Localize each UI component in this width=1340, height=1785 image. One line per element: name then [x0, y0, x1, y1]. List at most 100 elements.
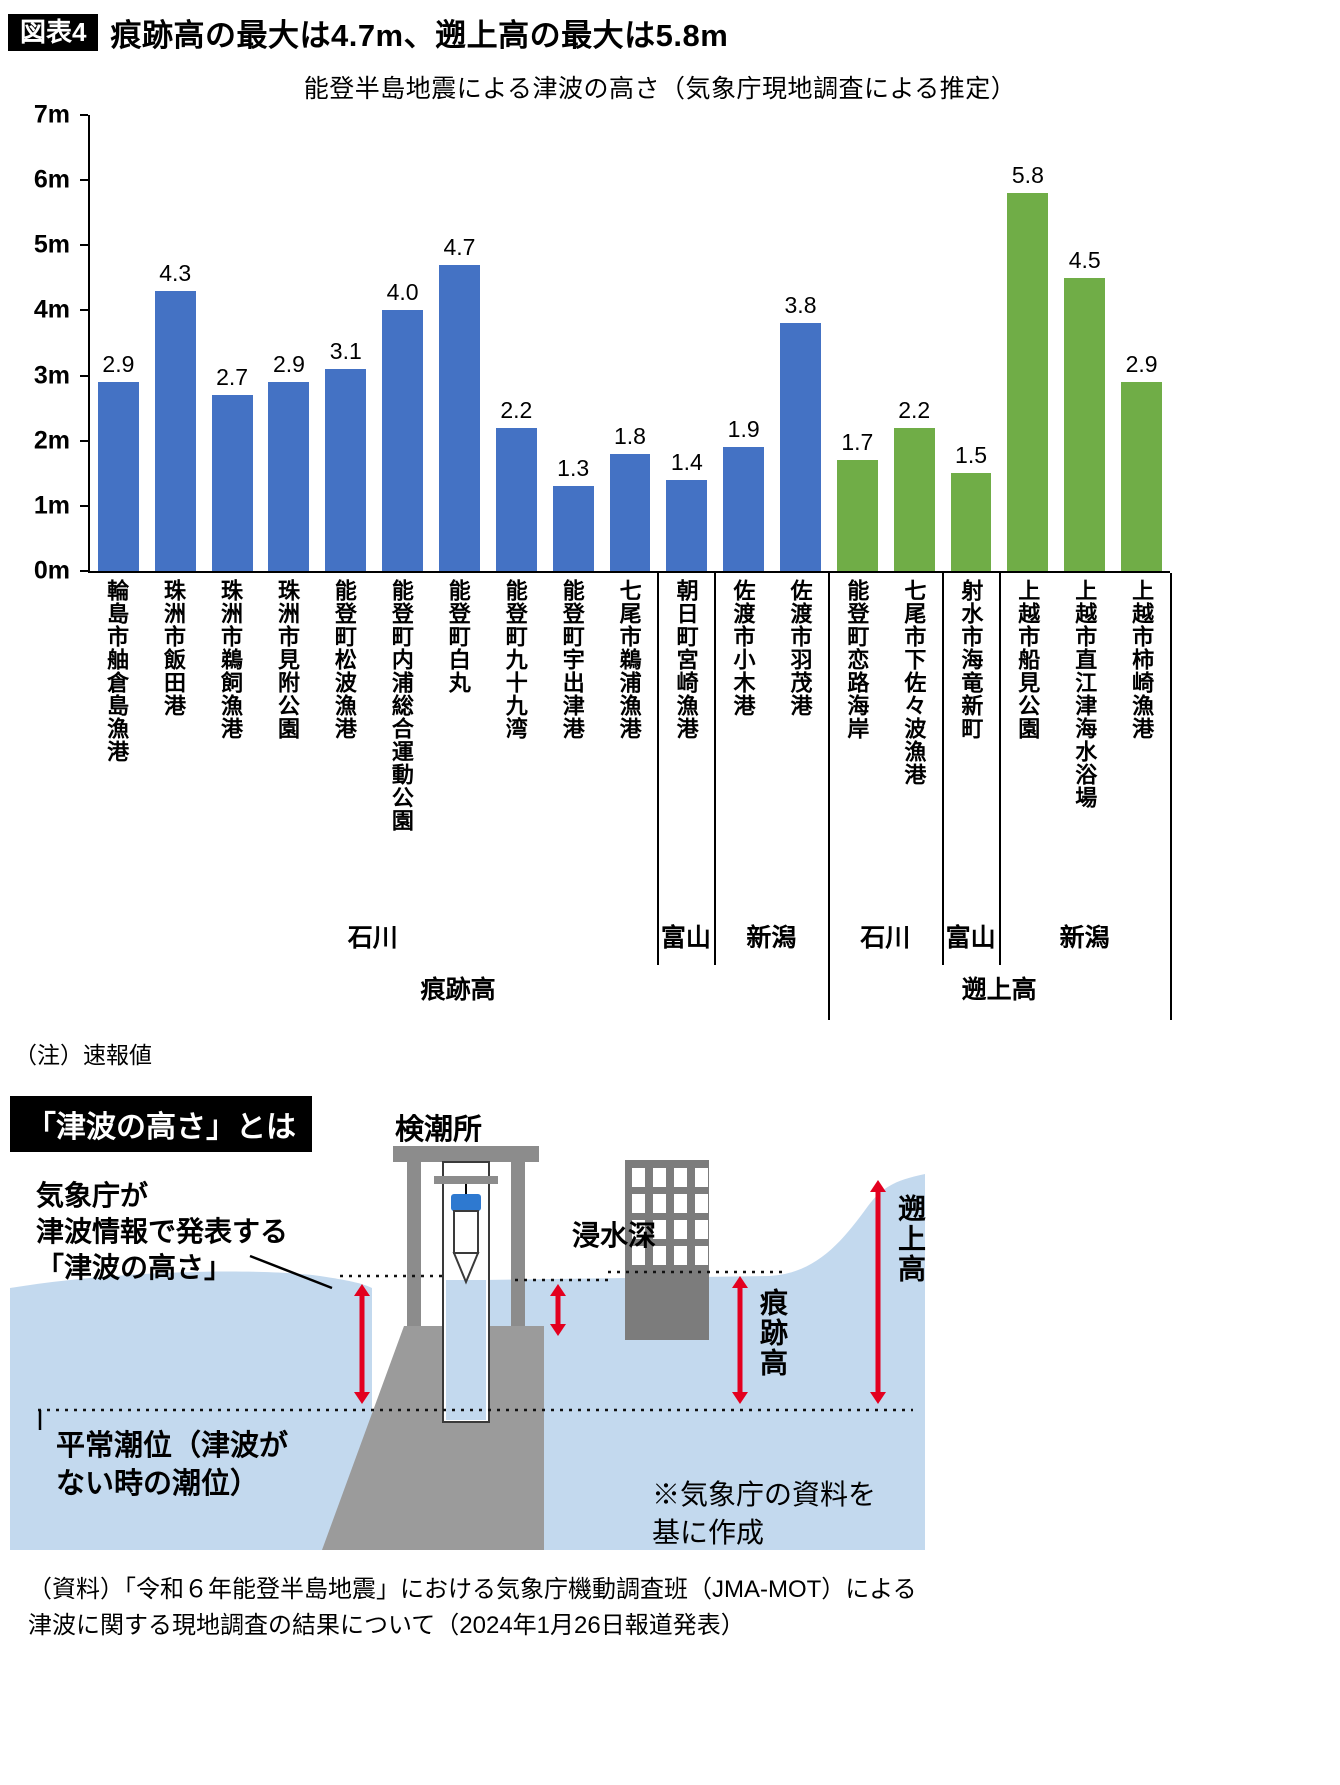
bar-slot: 1.7	[829, 115, 886, 571]
inland-water-shape	[482, 1174, 925, 1550]
bar	[495, 427, 537, 571]
header: 図表4 痕跡高の最大は4.7m、遡上高の最大は5.8m	[0, 0, 1340, 55]
bar-slot: 2.9	[261, 115, 318, 571]
bar-slot: 1.9	[715, 115, 772, 571]
region-label: 富山	[945, 924, 996, 952]
category-label-text: 珠洲市飯田港	[161, 579, 187, 717]
category-label: 珠洲市鵜飼漁港	[202, 579, 259, 915]
bar-value-label: 2.9	[1125, 351, 1158, 378]
category-label-text: 上越市船見公園	[1015, 579, 1041, 740]
category-label: 能登町恋路海岸	[828, 579, 885, 915]
figure-number-badge: 図表4	[8, 14, 99, 51]
y-tick-label: 5m	[33, 230, 70, 259]
y-tick-mark	[80, 179, 88, 182]
category-label-text: 上越市直江津海水浴場	[1072, 579, 1098, 809]
tsunami-height-bar-chart: 0m 1m 2m 3m 4m 5m 6m 7m 2.9 4.3 2.7 2.9 3.1 4.0 4.7 2.…	[34, 101, 1172, 1020]
category-label-text: 佐渡市羽茂港	[787, 579, 813, 717]
bar-slot: 4.0	[374, 115, 431, 571]
region-label: 富山	[660, 924, 711, 952]
category-label-text: 能登町九十九湾	[502, 579, 528, 740]
bar	[1007, 193, 1049, 571]
bar-slot: 5.8	[999, 115, 1056, 571]
bar-slot: 2.9	[90, 115, 147, 571]
inundation-depth-label: 浸水深	[572, 1220, 657, 1251]
station-roof	[393, 1146, 539, 1162]
category-label-text: 能登町宇出津港	[559, 579, 585, 740]
bar-slot: 3.8	[772, 115, 829, 571]
well-crossbar	[434, 1176, 498, 1184]
category-label-text: 能登町内浦総合運動公園	[388, 579, 414, 832]
bar-slot: 2.2	[886, 115, 943, 571]
bar	[723, 447, 765, 571]
trace-height-arrow	[732, 1276, 748, 1404]
category-label: 能登町白丸	[430, 579, 487, 915]
bar-value-label: 2.7	[216, 364, 249, 391]
category-labels-row: 輪島市舳倉島漁港 珠洲市飯田港 珠洲市鵜飼漁港 珠洲市見附公園 能登町松波漁港 能登町内浦…	[88, 579, 1170, 915]
bar	[1121, 382, 1163, 571]
bar-value-label: 2.9	[102, 351, 135, 378]
region-label: 新潟	[1059, 924, 1110, 952]
category-label: 佐渡市小木港	[714, 579, 771, 915]
divider-line	[714, 573, 717, 965]
bar-value-label: 1.3	[557, 455, 590, 482]
category-label: 七尾市鵜浦漁港	[601, 579, 658, 915]
bar-value-label: 4.5	[1068, 246, 1101, 273]
category-label-text: 上越市柿崎漁港	[1129, 579, 1155, 740]
y-tick-mark	[80, 244, 88, 247]
divider-line	[999, 573, 1002, 965]
runup-height-label: 遡上高	[895, 1194, 926, 1284]
diagram-title-badge: 「津波の高さ」とは	[10, 1096, 312, 1152]
bar-slot: 1.8	[602, 115, 659, 571]
bar-value-label: 1.7	[841, 429, 874, 456]
bar	[1064, 277, 1106, 571]
bar	[950, 473, 992, 571]
region-labels-row: 石川 富山 新潟 石川 富山 新潟	[88, 917, 1170, 959]
bar	[836, 460, 878, 571]
y-tick-label: 2m	[33, 426, 70, 455]
building	[625, 1160, 709, 1340]
category-label-text: 七尾市鵜浦漁港	[616, 579, 642, 740]
group-labels-row: 痕跡高 遡上高	[88, 967, 1170, 1013]
bar	[154, 290, 196, 571]
bar	[439, 264, 480, 571]
category-label: 能登町松波漁港	[316, 579, 373, 915]
bar-value-label: 2.9	[272, 351, 305, 378]
well-water	[446, 1280, 486, 1420]
bar	[666, 479, 708, 571]
y-tick-mark	[80, 504, 88, 507]
float-cap	[451, 1194, 481, 1211]
source-note: （資料）「令和６年能登半島地震」における気象庁機動調査班（JMA-MOT）による…	[28, 1576, 917, 1639]
tsunami-height-arrow	[354, 1284, 370, 1404]
bar-slot: 4.7	[431, 115, 488, 571]
bar-value-label: 2.2	[500, 396, 533, 423]
region-label: 石川	[347, 924, 398, 952]
station-right-pillar	[511, 1162, 525, 1326]
bar-value-label: 2.2	[898, 396, 931, 423]
jma-tsunami-height-label: 気象庁が 津波情報で発表する 「津波の高さ」	[36, 1180, 289, 1283]
plot-area: 0m 1m 2m 3m 4m 5m 6m 7m 2.9 4.3 2.7 2.9 3.1 4.0 4.7 2.…	[34, 101, 1170, 585]
divider-line	[657, 573, 660, 965]
bar-slot: 1.5	[943, 115, 1000, 571]
category-label-text: 珠洲市鵜飼漁港	[218, 579, 243, 740]
category-label: 上越市船見公園	[999, 579, 1056, 915]
bar	[552, 486, 594, 571]
y-tick-mark	[80, 439, 88, 442]
region-label: 石川	[860, 924, 911, 952]
jma-label-connector	[249, 1254, 333, 1290]
bar	[268, 382, 310, 571]
bar-slot: 4.5	[1056, 115, 1113, 571]
group-label: 痕跡高	[420, 976, 496, 1004]
bar-slot: 2.2	[488, 115, 545, 571]
category-label: 射水市海竜新町	[942, 579, 999, 915]
bar	[97, 382, 139, 571]
tide-station-label: 検潮所	[395, 1114, 483, 1146]
chart-note: （注）速報値	[14, 1042, 152, 1068]
divider-line	[1170, 573, 1172, 1020]
float-funnel	[452, 1252, 480, 1285]
y-tick-mark	[80, 309, 88, 312]
category-label-text: 朝日町宮崎漁港	[673, 579, 699, 740]
category-label-text: 能登町松波漁港	[331, 579, 357, 740]
y-axis: 0m 1m 2m 3m 4m 5m 6m 7m	[0, 101, 82, 585]
category-label-text: 能登町白丸	[445, 579, 471, 694]
group-label: 遡上高	[961, 976, 1037, 1004]
